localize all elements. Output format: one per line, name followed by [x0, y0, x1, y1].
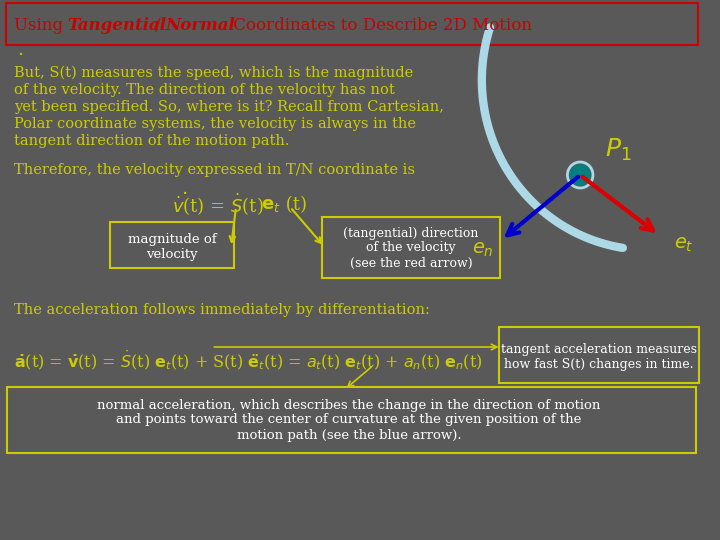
Text: magnitude of
velocity: magnitude of velocity — [127, 233, 217, 261]
Text: $\mathbf{\dot{a}}$(t) = $\mathbf{\dot{v}}$(t) = $\dot{S}$(t) $\mathbf{e}_t$(t) +: $\mathbf{\dot{a}}$(t) = $\mathbf{\dot{v}… — [14, 348, 482, 372]
Text: (tangential) direction
of the velocity
(see the red arrow): (tangential) direction of the velocity (… — [343, 226, 479, 269]
Text: (t): (t) — [280, 196, 307, 214]
Text: ·: · — [182, 186, 188, 205]
Text: normal acceleration, which describes the change in the direction of motion
and p: normal acceleration, which describes the… — [97, 399, 600, 442]
Text: tangent direction of the motion path.: tangent direction of the motion path. — [14, 134, 289, 148]
Text: $\mathbf{e}_t$: $\mathbf{e}_t$ — [261, 196, 280, 214]
FancyBboxPatch shape — [322, 217, 500, 278]
Text: $P_1$: $P_1$ — [605, 137, 631, 163]
Text: $\dot{v}$(t) = $\dot{S}$(t): $\dot{v}$(t) = $\dot{S}$(t) — [172, 192, 265, 218]
Circle shape — [570, 165, 590, 185]
Text: But, S(t) measures the speed, which is the magnitude: But, S(t) measures the speed, which is t… — [14, 66, 413, 80]
Text: Using: Using — [14, 17, 68, 35]
Text: The acceleration follows immediately by differentiation:: The acceleration follows immediately by … — [14, 303, 430, 317]
Text: /: / — [156, 17, 161, 35]
Text: $e_t$: $e_t$ — [674, 236, 693, 254]
Text: Therefore, the velocity expressed in T/N coordinate is: Therefore, the velocity expressed in T/N… — [14, 163, 415, 177]
FancyBboxPatch shape — [110, 222, 234, 268]
Text: Coordinates to Describe 2D Motion: Coordinates to Describe 2D Motion — [228, 17, 532, 35]
Text: yet been specified. So, where is it? Recall from Cartesian,: yet been specified. So, where is it? Rec… — [14, 100, 444, 114]
Text: ·: · — [18, 46, 24, 64]
FancyBboxPatch shape — [6, 3, 698, 45]
Text: $e_n$: $e_n$ — [472, 241, 494, 259]
Text: Tangential: Tangential — [67, 17, 166, 35]
Text: of the velocity. The direction of the velocity has not: of the velocity. The direction of the ve… — [14, 83, 395, 97]
FancyBboxPatch shape — [7, 387, 696, 453]
Text: Polar coordinate systems, the velocity is always in the: Polar coordinate systems, the velocity i… — [14, 117, 415, 131]
Text: Normal: Normal — [165, 17, 235, 35]
Text: tangent acceleration measures
how fast S(t) changes in time.: tangent acceleration measures how fast S… — [501, 343, 697, 371]
FancyBboxPatch shape — [498, 327, 699, 383]
